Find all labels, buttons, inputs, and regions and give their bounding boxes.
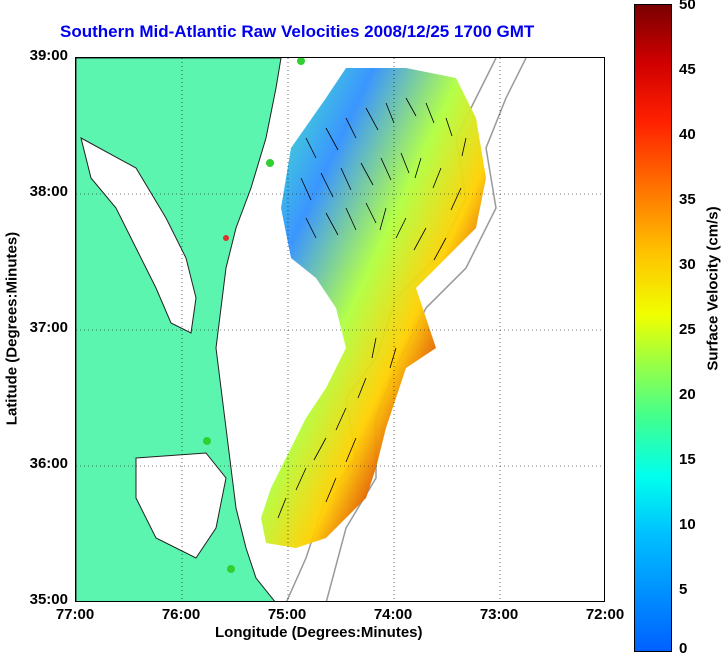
map-title: Southern Mid-Atlantic Raw Velocities 200… (60, 22, 535, 41)
y-tick-label: 35:00 (29, 591, 68, 608)
velocity-vectors (277, 97, 467, 519)
colorbar (634, 4, 672, 652)
y-tick-label: 38:00 (29, 183, 68, 200)
colorbar-tick: 40 (679, 126, 696, 143)
radar-site-marker (266, 159, 274, 167)
radar-sites (203, 58, 305, 573)
velocity-field (261, 68, 486, 548)
colorbar-tick: 20 (679, 386, 696, 403)
pamlico-sound (135, 452, 227, 559)
x-axis-label: Longitude (Degrees:Minutes) (215, 624, 423, 641)
colorbar-label: Surface Velocity (cm/s) (704, 206, 722, 371)
x-tick-label: 76:00 (161, 606, 201, 623)
colorbar-tick: 35 (679, 191, 696, 208)
x-tick-label: 73:00 (479, 606, 519, 623)
colorbar-tick: 50 (679, 0, 696, 13)
colorbar-tick: 25 (679, 321, 696, 338)
colorbar-tick: 30 (679, 256, 696, 273)
y-tick-label: 36:00 (29, 455, 68, 472)
colorbar-tick: 10 (679, 516, 696, 533)
colorbar-tick: 15 (679, 451, 696, 468)
colorbar-tick: 0 (679, 640, 688, 657)
y-axis-label: Latitude (Degrees:Minutes) (3, 231, 21, 426)
map-gridlines (76, 58, 604, 601)
x-tick-label: 77:00 (55, 606, 95, 623)
radar-site-marker (223, 235, 229, 241)
y-tick-label: 39:00 (29, 47, 68, 64)
x-tick-label: 74:00 (373, 606, 413, 623)
y-tick-label: 37:00 (29, 319, 68, 336)
radar-site-marker (227, 565, 235, 573)
radar-site-marker (297, 58, 305, 65)
x-tick-label: 72:00 (585, 606, 625, 623)
colorbar-tick: 5 (679, 581, 688, 598)
radar-site-marker (203, 437, 211, 445)
x-tick-label: 75:00 (267, 606, 307, 623)
colorbar-tick: 45 (679, 61, 696, 78)
map-plot-area (75, 57, 605, 602)
chesapeake-bay (80, 137, 197, 334)
map-canvas (76, 58, 604, 601)
